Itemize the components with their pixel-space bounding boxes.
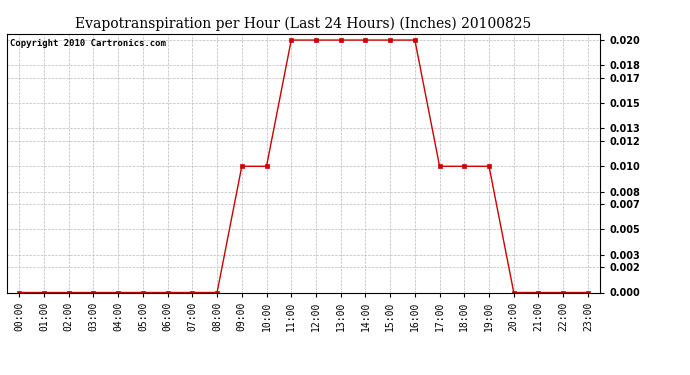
Text: Copyright 2010 Cartronics.com: Copyright 2010 Cartronics.com [10,39,166,48]
Title: Evapotranspiration per Hour (Last 24 Hours) (Inches) 20100825: Evapotranspiration per Hour (Last 24 Hou… [75,17,532,31]
